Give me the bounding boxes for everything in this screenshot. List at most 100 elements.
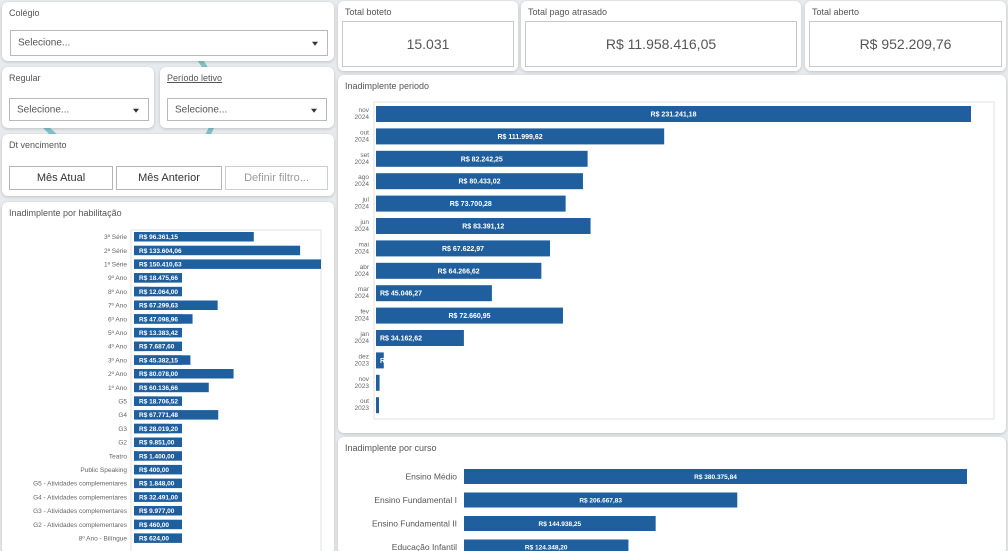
chart-inadimplente-periodo-title: Inadimplente periodo	[345, 81, 430, 91]
tick-label: 7º Ano	[108, 303, 127, 310]
tick-label: 2024	[355, 271, 370, 278]
data-label: R$ 1.400,00	[139, 453, 175, 460]
bar[interactable]	[134, 232, 254, 242]
bar[interactable]	[376, 173, 583, 190]
bar[interactable]	[134, 259, 321, 269]
tick-label: ago	[358, 174, 369, 181]
data-label: R$ 400,00	[139, 467, 169, 474]
bar[interactable]	[464, 492, 738, 508]
data-label: R$ 83.391,12	[462, 224, 504, 231]
label-backing	[134, 341, 182, 352]
bar[interactable]	[376, 397, 379, 414]
bar[interactable]	[376, 374, 380, 391]
kpi-total-aberto-value: R$ 952.209,76	[809, 21, 1002, 67]
tick-label: Ensino Fundamental II	[372, 519, 457, 529]
bar[interactable]	[134, 245, 301, 256]
label-backing	[134, 451, 182, 461]
colegio-dropdown-value: Selecione...	[18, 37, 71, 49]
data-label: R$ 47.098,96	[139, 316, 178, 323]
data-label: R$ 231.241,18	[651, 112, 697, 119]
label-backing	[134, 519, 182, 530]
bar[interactable]	[376, 330, 464, 346]
colegio-filter-card: Colégio Selecione...	[2, 2, 334, 61]
bar[interactable]	[464, 516, 656, 531]
data-label: R$ 206.667,83	[579, 497, 622, 504]
data-label: R$ 73.700,28	[450, 201, 492, 208]
bar[interactable]	[464, 469, 967, 484]
data-label: R$ 3.022,75	[380, 358, 418, 365]
data-label: R$ 82.242,25	[461, 156, 503, 163]
tick-label: dez	[359, 353, 369, 360]
bar[interactable]	[376, 106, 971, 122]
data-label: R$ 67.771,48	[139, 412, 178, 419]
label-backing	[134, 327, 182, 338]
label-backing	[134, 286, 182, 297]
label-backing	[134, 437, 182, 447]
dt-vencimento-title: Dt vencimento	[9, 140, 67, 150]
bar[interactable]	[134, 410, 219, 420]
definir-filtro-button[interactable]: Definir filtro...	[225, 166, 328, 190]
tick-label: out	[360, 398, 369, 405]
bar[interactable]	[376, 195, 566, 212]
chart-inadimplente-habilitacao: R$ 96.361,15 3ª Série R$ 133.604,06 2ª Séri…	[33, 229, 322, 551]
bar[interactable]	[134, 382, 209, 393]
chart-inadimplente-habilitacao-card: Inadimplente por habilitação R$ 96.361,1…	[2, 202, 334, 551]
data-label: R$ 45.382,15	[139, 357, 178, 364]
chevron-down-icon	[312, 41, 318, 46]
chart-inadimplente-habilitacao-title: Inadimplente por habilitação	[9, 208, 122, 218]
tick-label: 4º Ano	[108, 344, 127, 351]
tick-label: nov	[359, 376, 370, 383]
tick-label: 2024	[355, 248, 370, 255]
tick-label: 8º Ano - Bilíngue	[79, 535, 128, 542]
bar[interactable]	[464, 539, 629, 551]
bar[interactable]	[376, 352, 384, 369]
label-backing	[134, 492, 182, 502]
dt-vencimento-card: Dt vencimento Mês Atual Mês Anterior Def…	[2, 134, 334, 196]
tick-label: fev	[360, 309, 369, 316]
tick-label: 1º Ano	[108, 385, 127, 392]
data-label: R$ 45.046,27	[380, 291, 422, 298]
tick-label: 8º Ano	[108, 289, 127, 296]
data-label: R$ 380.375,84	[694, 474, 737, 481]
data-label: R$ 64.266,62	[438, 268, 480, 275]
mes-anterior-button[interactable]: Mês Anterior	[116, 166, 222, 190]
chevron-down-icon	[311, 108, 317, 113]
tick-label: Public Speaking	[80, 467, 127, 474]
kpi-total-aberto-title: Total aberto	[812, 7, 860, 17]
tick-label: 2023	[355, 405, 370, 412]
bar[interactable]	[134, 369, 234, 379]
tick-label: 2024	[355, 181, 370, 188]
label-backing	[134, 273, 182, 283]
data-label: R$ 80.078,00	[139, 371, 178, 378]
colegio-dropdown[interactable]: Selecione...	[10, 30, 328, 56]
data-label: R$ 13.383,42	[139, 330, 178, 337]
regular-dropdown-value: Selecione...	[17, 104, 70, 115]
bar[interactable]	[376, 285, 492, 302]
kpi-total-boleto-card: Total boteto 15.031	[338, 1, 518, 71]
mes-atual-button[interactable]: Mês Atual	[9, 166, 113, 190]
bar[interactable]	[376, 262, 542, 279]
chevron-down-icon	[133, 108, 139, 113]
periodo-letivo-dropdown[interactable]: Selecione...	[167, 98, 327, 121]
plot-frame	[373, 101, 995, 420]
bar[interactable]	[376, 150, 588, 167]
bar[interactable]	[376, 240, 550, 257]
regular-dropdown[interactable]: Selecione...	[9, 98, 149, 121]
tick-label: G5 - Atividades complementares	[33, 481, 128, 488]
label-backing	[134, 464, 182, 475]
bar[interactable]	[376, 307, 563, 324]
label-backing	[134, 314, 182, 324]
bar[interactable]	[376, 218, 591, 234]
bar[interactable]	[134, 300, 218, 311]
data-label: R$ 60.136,66	[139, 385, 178, 392]
data-label: R$ 9.977,00	[139, 508, 175, 515]
bar[interactable]	[376, 128, 665, 145]
kpi-total-pago-atrasado-title: Total pago atrasado	[528, 7, 608, 17]
tick-label: 2024	[355, 338, 370, 345]
regular-filter-card: Regular Selecione...	[2, 67, 154, 128]
tick-label: Educação Infantil	[392, 542, 457, 551]
kpi-total-boleto-value: 15.031	[342, 21, 514, 67]
data-label: R$ 1.033,11	[380, 403, 418, 410]
data-label: R$ 133.604,06	[139, 248, 182, 255]
data-label: R$ 18.475,66	[139, 275, 178, 282]
